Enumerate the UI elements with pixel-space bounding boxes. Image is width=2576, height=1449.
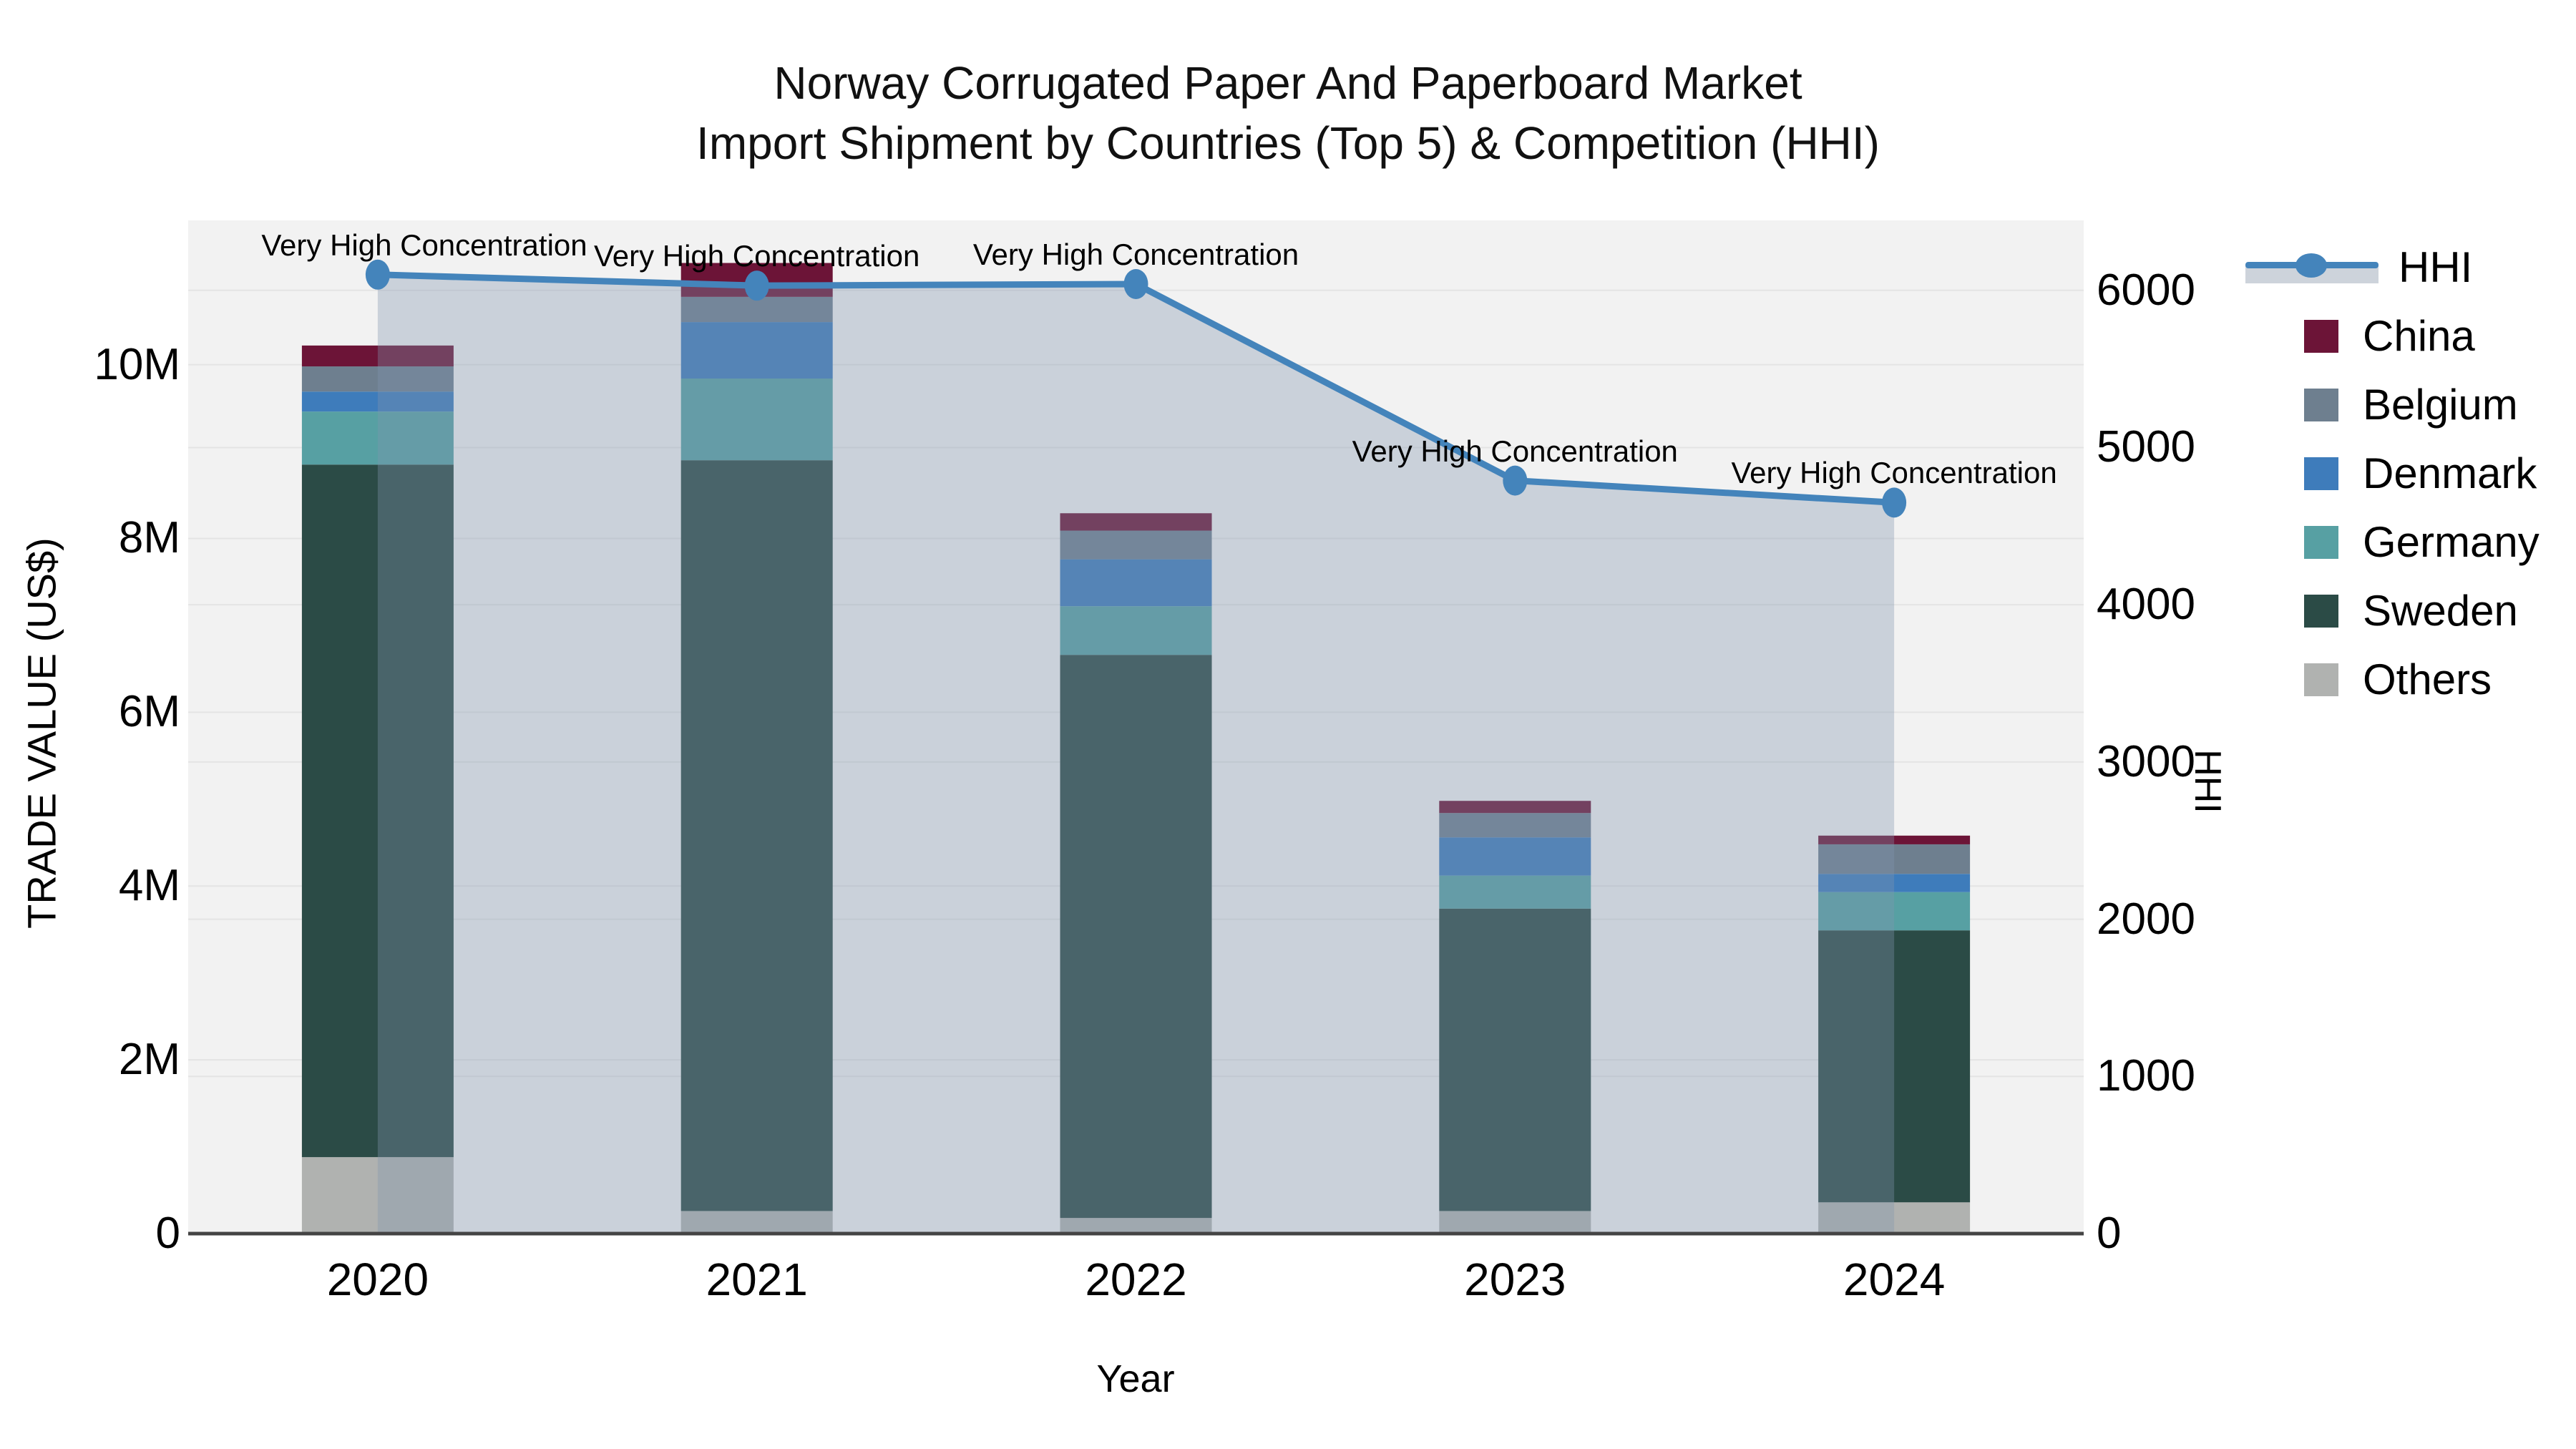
hhi-marker-2021[interactable] <box>744 270 769 301</box>
bar-segment-2020-china[interactable] <box>301 345 454 367</box>
x-tick-2023: 2023 <box>1464 1254 1566 1305</box>
legend-label-belgium: Belgium <box>2363 381 2518 429</box>
y-tick-right-0: 0 <box>2097 1209 2122 1258</box>
annotation-2024: Very High Concentration <box>1731 456 2057 490</box>
y-tick-left-2M: 2M <box>118 1035 180 1085</box>
bar-segment-2020-denmark[interactable] <box>301 391 454 412</box>
legend-label-germany: Germany <box>2363 518 2540 566</box>
y-tick-left-4M: 4M <box>118 861 180 911</box>
y-tick-left-8M: 8M <box>118 513 180 563</box>
hhi-marker-2022[interactable] <box>1123 268 1148 299</box>
bar-segment-2022-denmark[interactable] <box>1060 559 1212 607</box>
annotation-2022: Very High Concentration <box>972 237 1299 271</box>
chart-title-line2: Import Shipment by Countries (Top 5) & C… <box>696 117 1880 169</box>
bar-segment-2020-others[interactable] <box>301 1157 454 1234</box>
legend-label-sweden: Sweden <box>2363 587 2518 635</box>
legend-label-china: China <box>2363 312 2475 360</box>
annotation-2021: Very High Concentration <box>594 239 920 273</box>
chart-title-line1: Norway Corrugated Paper And Paperboard M… <box>774 57 1802 109</box>
legend-swatch-germany-icon <box>2304 526 2338 559</box>
legend-item-china[interactable]: China <box>2245 302 2540 371</box>
bar-segment-2021-germany[interactable] <box>680 379 833 461</box>
hhi-marker-2023[interactable] <box>1503 465 1528 496</box>
bar-segment-2022-germany[interactable] <box>1060 606 1212 655</box>
bar-segment-2022-belgium[interactable] <box>1060 530 1212 560</box>
y-axis-title-left: TRADE VALUE (US$) <box>19 537 64 929</box>
bar-segment-2020-sweden[interactable] <box>301 464 454 1158</box>
legend-label-denmark: Denmark <box>2363 449 2537 497</box>
bar-segment-2021-denmark[interactable] <box>680 322 833 379</box>
y-tick-right-5000: 5000 <box>2097 422 2195 472</box>
bar-segment-2020-belgium[interactable] <box>301 366 454 392</box>
x-tick-2020: 2020 <box>326 1254 429 1305</box>
bar-segment-2022-sweden[interactable] <box>1060 655 1212 1219</box>
bar-segment-2023-belgium[interactable] <box>1439 813 1591 838</box>
bar-segment-2021-sweden[interactable] <box>680 460 833 1211</box>
legend-label-hhi: HHI <box>2399 243 2473 291</box>
y-tick-left-10M: 10M <box>94 339 180 389</box>
y-axis-title-right: HHI <box>2187 749 2228 814</box>
y-tick-right-2000: 2000 <box>2097 894 2195 944</box>
legend-swatch-sweden-icon <box>2304 595 2338 628</box>
hhi-marker-2020[interactable] <box>365 259 390 290</box>
bar-segment-2024-belgium[interactable] <box>1818 844 1971 874</box>
hhi-area-fill <box>377 274 1895 1234</box>
bar-segment-2024-germany[interactable] <box>1818 892 1971 931</box>
x-tick-2021: 2021 <box>706 1254 808 1305</box>
y-tick-left-0: 0 <box>155 1209 180 1258</box>
bar-segment-2023-germany[interactable] <box>1439 875 1591 909</box>
hhi-line-icon <box>2245 249 2379 286</box>
bar-segment-2022-others[interactable] <box>1060 1218 1212 1234</box>
bar-segment-2024-sweden[interactable] <box>1818 930 1971 1203</box>
annotation-2023: Very High Concentration <box>1352 434 1678 468</box>
y-tick-right-1000: 1000 <box>2097 1051 2195 1101</box>
bar-segment-2022-china[interactable] <box>1060 513 1212 531</box>
y-tick-right-6000: 6000 <box>2097 265 2195 315</box>
legend-item-hhi[interactable]: HHI <box>2245 233 2540 302</box>
bar-segment-2024-denmark[interactable] <box>1818 874 1971 892</box>
bar-segment-2021-belgium[interactable] <box>680 296 833 323</box>
x-tick-2022: 2022 <box>1085 1254 1187 1305</box>
bar-segment-2023-others[interactable] <box>1439 1211 1591 1234</box>
legend-item-belgium[interactable]: Belgium <box>2245 371 2540 439</box>
legend-label-others: Others <box>2363 655 2492 703</box>
y-tick-right-3000: 3000 <box>2097 736 2195 786</box>
bar-segment-2024-china[interactable] <box>1818 835 1971 844</box>
bar-segment-2021-others[interactable] <box>680 1211 833 1234</box>
legend-item-germany[interactable]: Germany <box>2245 508 2540 577</box>
legend-swatch-others-icon <box>2304 663 2338 696</box>
annotation-2020: Very High Concentration <box>261 228 587 262</box>
bar-segment-2020-germany[interactable] <box>301 411 454 465</box>
x-axis-title: Year <box>1096 1357 1175 1400</box>
legend-item-others[interactable]: Others <box>2245 645 2540 714</box>
legend-swatch-belgium-icon <box>2304 389 2338 421</box>
legend-item-denmark[interactable]: Denmark <box>2245 439 2540 508</box>
legend-swatch-denmark-icon <box>2304 457 2338 490</box>
chart-title: Norway Corrugated Paper And Paperboard M… <box>0 53 2576 173</box>
hhi-marker-2024[interactable] <box>1882 487 1907 518</box>
legend-item-sweden[interactable]: Sweden <box>2245 577 2540 645</box>
legend-swatch-china-icon <box>2304 320 2338 353</box>
y-tick-right-4000: 4000 <box>2097 580 2195 630</box>
bar-segment-2024-others[interactable] <box>1818 1202 1971 1234</box>
bar-segment-2023-sweden[interactable] <box>1439 908 1591 1211</box>
bar-segment-2023-china[interactable] <box>1439 801 1591 814</box>
y-tick-left-6M: 6M <box>118 687 180 737</box>
x-tick-2024: 2024 <box>1843 1254 1946 1305</box>
bar-segment-2023-denmark[interactable] <box>1439 837 1591 876</box>
legend: HHI China Belgium Denmark Germany Sweden Other… <box>2245 233 2540 714</box>
